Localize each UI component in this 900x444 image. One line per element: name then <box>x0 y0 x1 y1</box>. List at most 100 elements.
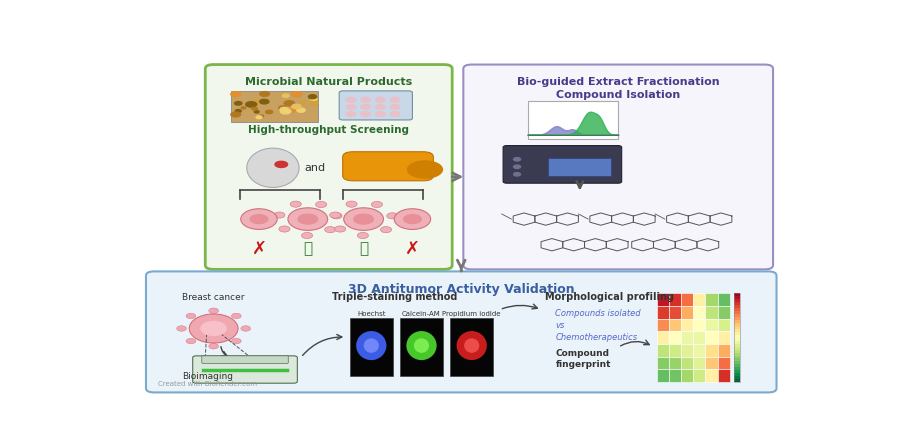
Bar <box>734 353 740 356</box>
Bar <box>706 369 717 382</box>
Circle shape <box>281 93 285 96</box>
Ellipse shape <box>335 226 346 232</box>
Ellipse shape <box>464 338 480 353</box>
Ellipse shape <box>387 213 398 219</box>
Circle shape <box>361 104 371 109</box>
FancyBboxPatch shape <box>339 91 412 120</box>
FancyBboxPatch shape <box>548 158 611 176</box>
Text: 👍: 👍 <box>303 242 312 256</box>
Circle shape <box>390 112 400 116</box>
Bar <box>734 356 740 358</box>
Ellipse shape <box>249 214 268 224</box>
Text: Breast cancer: Breast cancer <box>182 293 245 302</box>
Bar <box>734 335 740 338</box>
Bar <box>717 306 730 319</box>
Circle shape <box>390 104 400 109</box>
Ellipse shape <box>353 214 374 225</box>
FancyBboxPatch shape <box>231 91 319 122</box>
Bar <box>717 331 730 344</box>
Circle shape <box>375 112 385 116</box>
Bar <box>734 317 740 320</box>
Bar <box>657 344 669 357</box>
Bar <box>693 344 706 357</box>
Bar <box>734 329 740 332</box>
Bar <box>734 338 740 341</box>
FancyBboxPatch shape <box>400 318 443 377</box>
Text: ✗: ✗ <box>405 240 420 258</box>
Text: High-throughput Screening: High-throughput Screening <box>248 125 410 135</box>
Circle shape <box>375 104 385 109</box>
Circle shape <box>375 97 385 102</box>
Circle shape <box>408 161 443 178</box>
Ellipse shape <box>381 226 392 233</box>
Ellipse shape <box>329 212 341 218</box>
Ellipse shape <box>290 201 302 207</box>
Bar <box>734 326 740 329</box>
Ellipse shape <box>394 209 430 230</box>
Bar <box>706 344 717 357</box>
Ellipse shape <box>407 331 436 360</box>
Circle shape <box>390 97 400 102</box>
Text: Hoechst: Hoechst <box>357 310 385 317</box>
Circle shape <box>235 110 241 112</box>
Ellipse shape <box>356 331 386 360</box>
Circle shape <box>275 161 288 167</box>
Ellipse shape <box>288 208 328 230</box>
Bar <box>657 369 669 382</box>
Bar <box>681 319 693 331</box>
Bar <box>734 349 740 353</box>
Circle shape <box>260 99 269 104</box>
Bar <box>734 308 740 311</box>
Bar <box>681 331 693 344</box>
Ellipse shape <box>247 148 299 187</box>
Bar <box>669 344 681 357</box>
Ellipse shape <box>364 338 379 353</box>
Circle shape <box>309 95 317 99</box>
Circle shape <box>361 112 371 116</box>
Circle shape <box>246 102 256 107</box>
Bar <box>734 367 740 370</box>
Circle shape <box>290 110 296 112</box>
Bar <box>734 299 740 302</box>
Bar <box>734 293 740 296</box>
Circle shape <box>346 112 356 116</box>
Ellipse shape <box>186 338 196 344</box>
Circle shape <box>514 173 520 176</box>
FancyBboxPatch shape <box>503 146 622 183</box>
FancyBboxPatch shape <box>527 101 618 139</box>
Circle shape <box>281 109 291 114</box>
Bar <box>693 293 706 306</box>
Bar <box>693 331 706 344</box>
Bar <box>734 347 740 349</box>
Bar <box>734 358 740 361</box>
Text: Bioimaging: Bioimaging <box>182 372 233 381</box>
Circle shape <box>310 96 314 98</box>
Circle shape <box>279 106 286 110</box>
Circle shape <box>255 111 259 113</box>
Circle shape <box>230 112 240 117</box>
Ellipse shape <box>372 202 382 207</box>
Bar <box>669 319 681 331</box>
Bar <box>717 344 730 357</box>
Bar <box>681 357 693 369</box>
Circle shape <box>252 100 259 103</box>
FancyBboxPatch shape <box>202 356 288 363</box>
Bar <box>669 293 681 306</box>
Ellipse shape <box>231 338 241 344</box>
Circle shape <box>241 107 246 109</box>
Circle shape <box>292 91 302 97</box>
Circle shape <box>514 158 520 161</box>
Bar <box>657 357 669 369</box>
Bar <box>734 370 740 373</box>
Circle shape <box>236 92 240 95</box>
Bar <box>734 332 740 335</box>
Ellipse shape <box>241 326 250 331</box>
Ellipse shape <box>316 202 327 207</box>
Circle shape <box>283 94 289 97</box>
Ellipse shape <box>344 208 383 230</box>
Circle shape <box>260 91 269 96</box>
Ellipse shape <box>231 313 241 319</box>
Bar <box>681 293 693 306</box>
Bar <box>706 306 717 319</box>
FancyBboxPatch shape <box>205 64 452 270</box>
